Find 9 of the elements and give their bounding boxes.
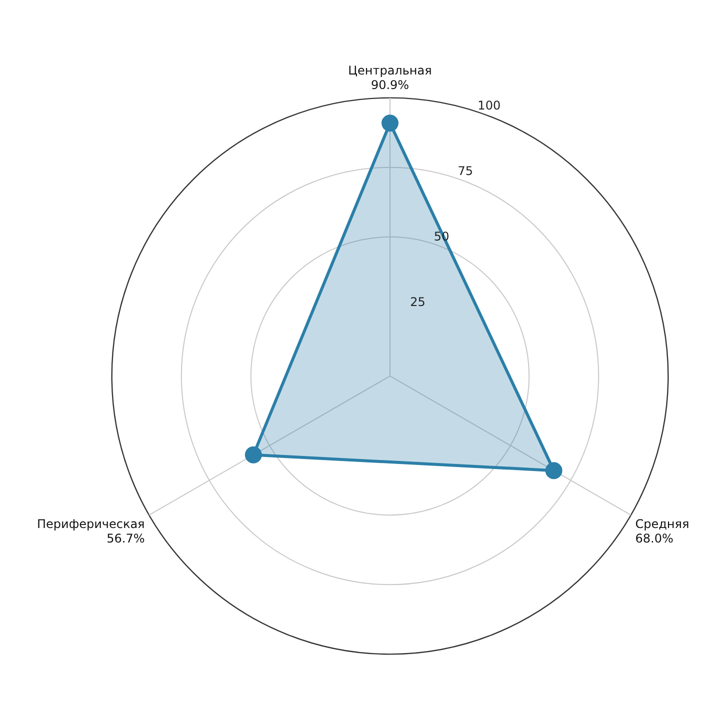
text: 68.0% (635, 531, 674, 546)
text: 90.9% (370, 78, 410, 92)
y-tick-label: 75 (458, 164, 473, 178)
y-tick-label: 25 (410, 294, 426, 309)
text: 56.7% (106, 531, 145, 546)
spoke-label: Периферическая (36, 516, 145, 531)
spoke-label: Средняя (635, 516, 690, 531)
spoke-label: Центральная (348, 63, 432, 78)
y-tick-label: 100 (478, 98, 501, 113)
